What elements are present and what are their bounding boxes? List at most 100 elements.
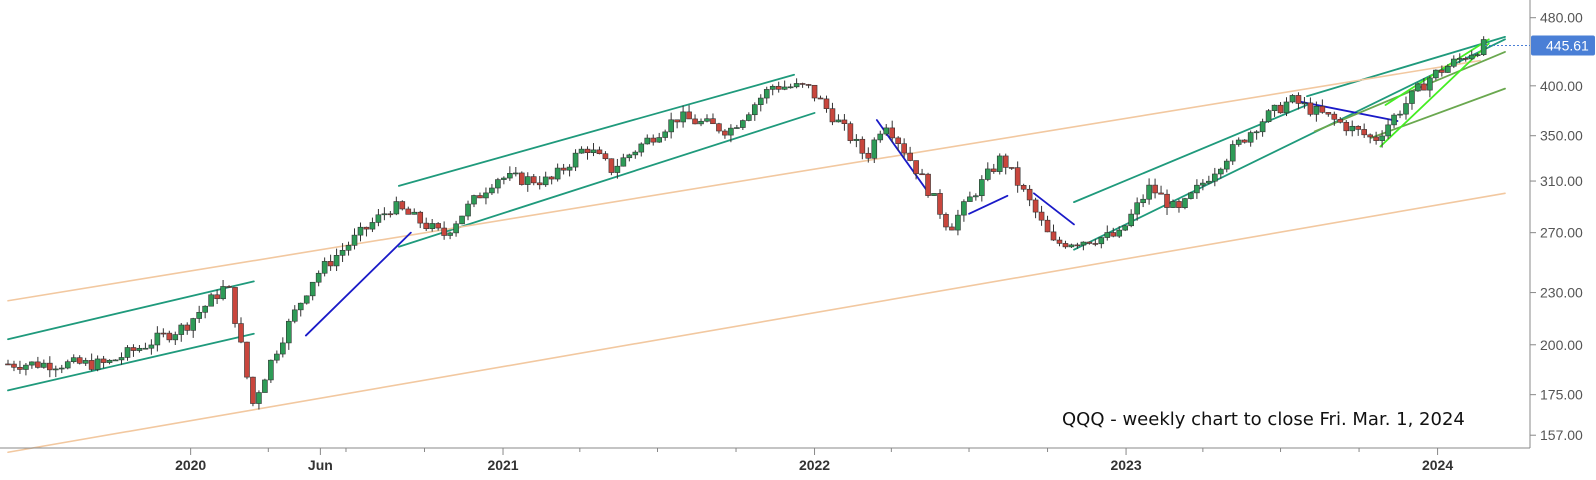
- candle-up: [1409, 90, 1415, 104]
- candle-up: [751, 104, 758, 116]
- candle-up: [1450, 58, 1457, 67]
- candle-up: [979, 179, 985, 197]
- candle-down: [949, 226, 955, 231]
- candle-down: [799, 83, 806, 85]
- candle-up: [483, 192, 489, 199]
- candle-up: [1235, 139, 1242, 145]
- candle-down: [1462, 58, 1469, 60]
- candle-up: [411, 211, 418, 215]
- candle-up: [1206, 180, 1212, 184]
- candle-up: [620, 157, 627, 167]
- candle-up: [501, 177, 507, 180]
- candle-up: [64, 361, 71, 369]
- candle-down: [1361, 129, 1367, 136]
- candle-up: [704, 118, 710, 122]
- last-price-marker: 445.61: [1485, 35, 1595, 56]
- candle-up: [996, 155, 1003, 172]
- candle-down: [238, 323, 244, 343]
- candle-up: [58, 367, 65, 370]
- candle-down: [76, 357, 83, 364]
- candle-down: [244, 341, 250, 378]
- candle-down: [548, 176, 555, 180]
- candle-up: [1188, 192, 1194, 199]
- candle-up: [1140, 198, 1146, 204]
- candle-up: [106, 359, 113, 363]
- candle-down: [602, 153, 609, 160]
- candle-down: [560, 167, 567, 171]
- candle-up: [148, 344, 155, 349]
- candle-up: [513, 172, 519, 175]
- candle-down: [363, 226, 370, 230]
- trendline-channel: [397, 112, 816, 248]
- candle-down: [1331, 113, 1338, 120]
- candle-down: [1277, 104, 1284, 114]
- candle-down: [1020, 185, 1027, 190]
- trendline-short_trend: [304, 231, 412, 337]
- candle-up: [1271, 104, 1278, 111]
- candle-up: [1379, 135, 1385, 141]
- candle-up: [154, 332, 161, 346]
- candle-up: [52, 368, 59, 371]
- candle-down: [889, 127, 896, 139]
- candle-up: [1134, 202, 1140, 215]
- candle-up: [931, 193, 937, 196]
- trendline-short_trend: [1295, 100, 1399, 122]
- candle-up: [757, 97, 764, 105]
- candle-up: [280, 342, 286, 355]
- candle-down: [1439, 69, 1445, 73]
- candle-up: [1200, 182, 1206, 186]
- candle-up: [1182, 198, 1188, 208]
- candle-down: [477, 195, 483, 199]
- trendline-channel: [1306, 35, 1506, 98]
- candle-down: [88, 360, 95, 370]
- trendline-short_trend: [1032, 192, 1075, 226]
- candle-up: [453, 223, 459, 234]
- candle-down: [130, 347, 137, 351]
- candle-up: [668, 119, 674, 133]
- y-tick-label: 175.00: [1540, 387, 1583, 403]
- candle-up: [781, 86, 788, 90]
- candle-up: [566, 166, 573, 171]
- x-tick-label: 2020: [175, 457, 206, 473]
- candle-up: [429, 223, 435, 229]
- candle-up: [1313, 105, 1320, 115]
- candle-up: [578, 148, 585, 154]
- candle-up: [303, 295, 310, 304]
- candle-up: [465, 203, 471, 217]
- y-tick-label: 310.00: [1540, 173, 1583, 189]
- candle-up: [746, 114, 752, 121]
- candle-up: [381, 213, 388, 216]
- candle-up: [644, 137, 651, 145]
- candle-up: [656, 137, 663, 143]
- candle-up: [973, 195, 979, 198]
- candle-down: [943, 214, 949, 228]
- candle-up: [1289, 95, 1296, 103]
- candle-down: [405, 208, 412, 215]
- candle-up: [309, 281, 316, 297]
- candle-up: [1080, 241, 1087, 246]
- candle-down: [901, 143, 907, 154]
- candle-down: [1158, 192, 1164, 195]
- candle-up: [662, 131, 668, 138]
- trendline-short_trend: [968, 194, 1009, 215]
- candle-down: [841, 119, 848, 125]
- candle-down: [232, 287, 238, 324]
- trendline-recent_trend: [1379, 42, 1490, 148]
- candle-up: [70, 357, 77, 362]
- candle-up: [1391, 114, 1397, 126]
- candle-down: [674, 119, 680, 123]
- candle-up: [1474, 54, 1481, 56]
- candle-down: [811, 84, 818, 99]
- trendline-channel: [397, 73, 795, 187]
- candle-up: [698, 120, 704, 125]
- candle-down: [226, 286, 232, 288]
- candle-down: [1343, 121, 1350, 132]
- candle-up: [590, 149, 597, 154]
- candle-up: [1265, 110, 1272, 123]
- candle-down: [1008, 167, 1015, 169]
- axes: [0, 0, 1531, 449]
- candle-down: [1295, 95, 1302, 104]
- candle-up: [1427, 77, 1433, 91]
